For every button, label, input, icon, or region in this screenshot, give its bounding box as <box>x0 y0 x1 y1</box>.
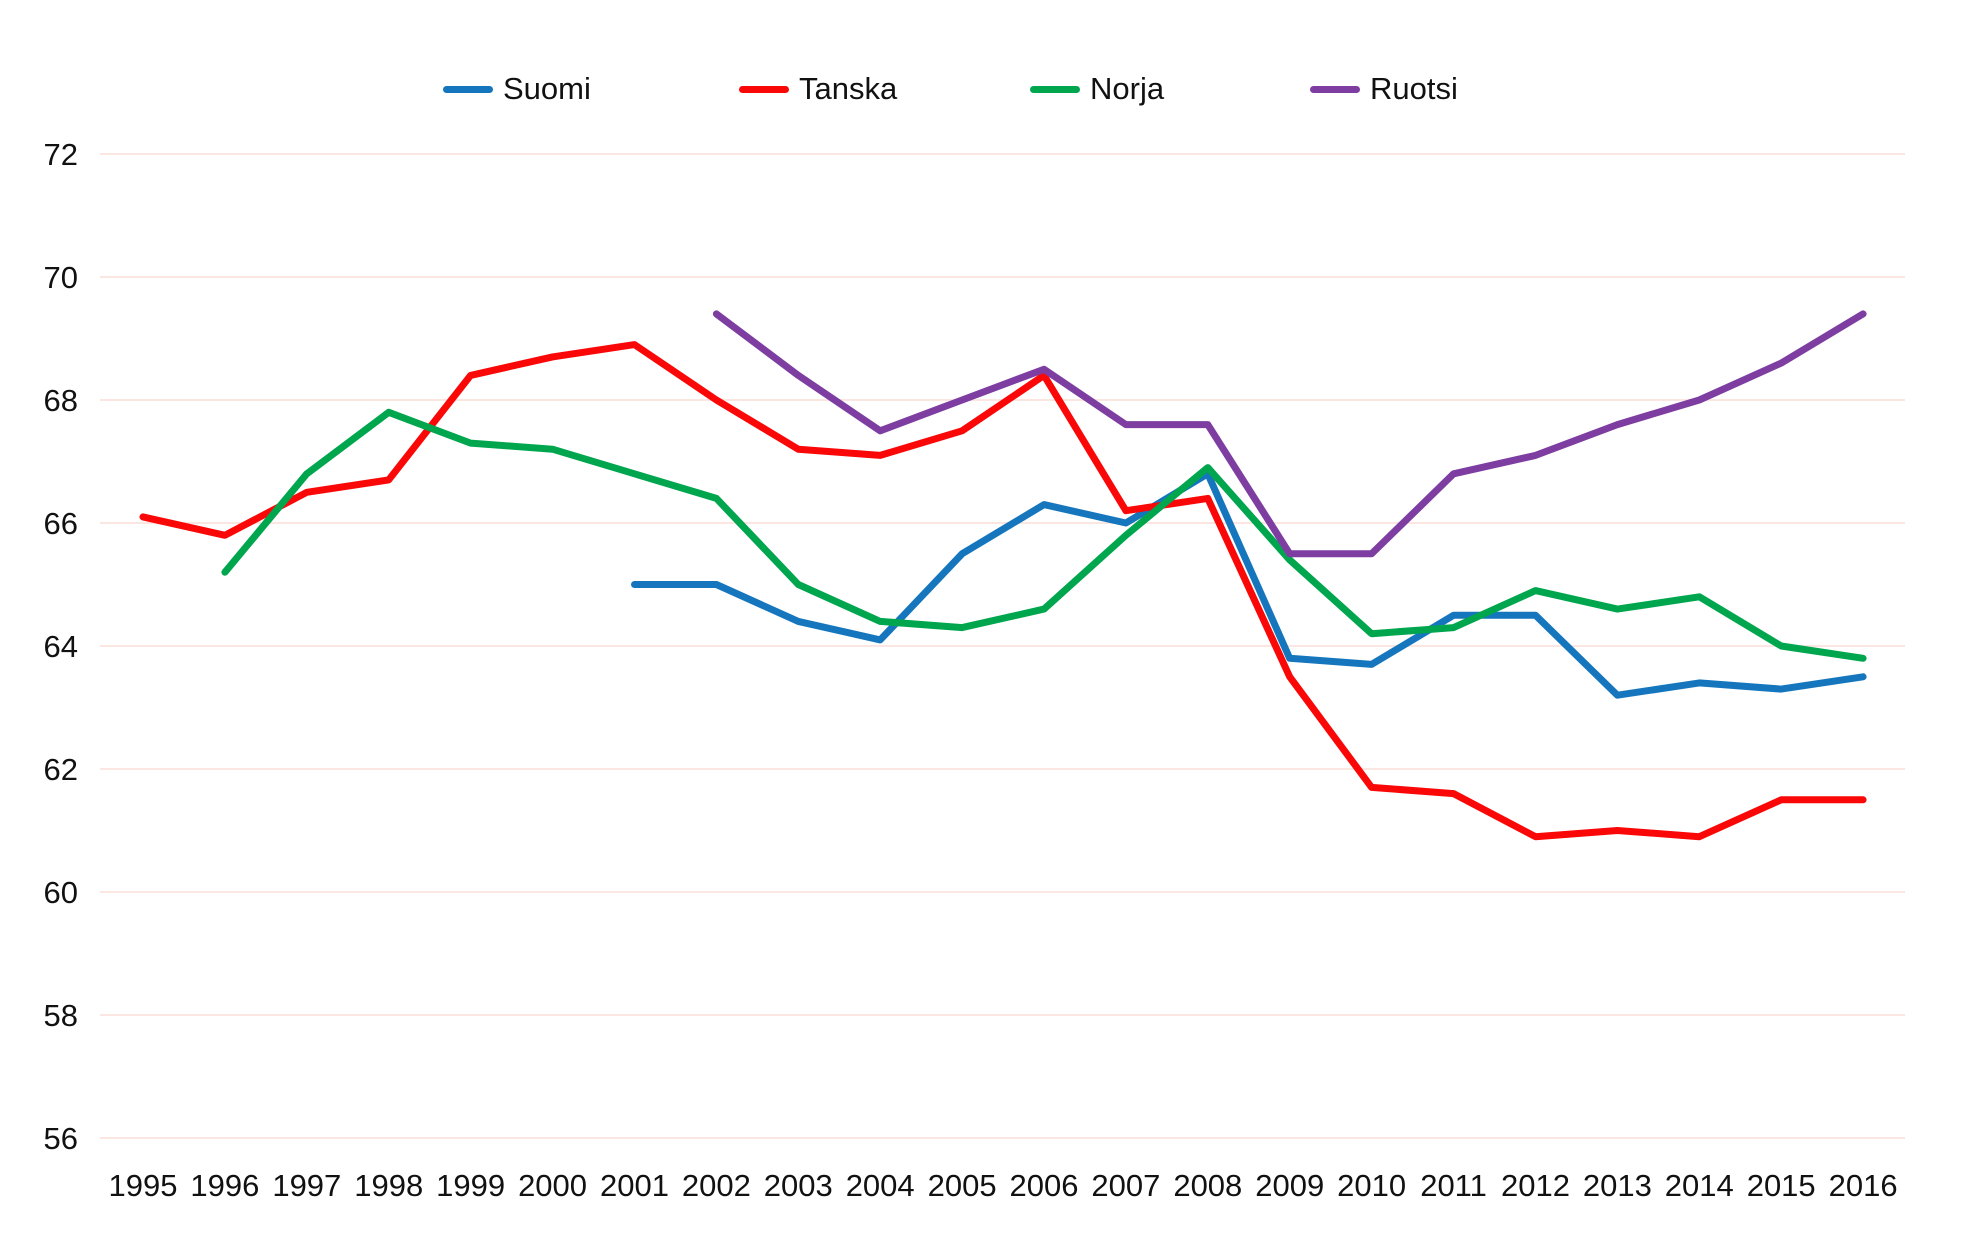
x-tick-label-2006: 2006 <box>1010 1168 1079 1203</box>
y-tick-label-68: 68 <box>44 383 78 418</box>
x-tick-label-1997: 1997 <box>272 1168 341 1203</box>
series-line-ruotsi <box>712 310 1867 558</box>
series-line-suomi <box>631 470 1867 699</box>
x-tick-label-2002: 2002 <box>682 1168 751 1203</box>
x-tick-label-1998: 1998 <box>354 1168 423 1203</box>
x-tick-label-1999: 1999 <box>436 1168 505 1203</box>
y-tick-label-56: 56 <box>44 1121 78 1156</box>
x-tick-label-1996: 1996 <box>190 1168 259 1203</box>
legend-item-tanska: Tanska <box>739 70 897 108</box>
y-tick-label-62: 62 <box>44 752 78 787</box>
x-tick-label-2013: 2013 <box>1583 1168 1652 1203</box>
chart-legend: Suomi Tanska Norja Ruotsi <box>0 0 1972 120</box>
x-tick-label-2005: 2005 <box>928 1168 997 1203</box>
legend-label-tanska: Tanska <box>799 71 898 106</box>
legend-swatch-ruotsi <box>1310 85 1360 93</box>
x-tick-label-2008: 2008 <box>1173 1168 1242 1203</box>
series-line-norja <box>221 408 1867 662</box>
y-tick-label-60: 60 <box>44 875 78 910</box>
x-tick-label-2012: 2012 <box>1501 1168 1570 1203</box>
x-tick-label-2011: 2011 <box>1420 1168 1487 1203</box>
x-tick-label-2000: 2000 <box>518 1168 587 1203</box>
x-tick-label-2003: 2003 <box>764 1168 833 1203</box>
legend-swatch-suomi <box>443 85 493 93</box>
x-tick-label-2004: 2004 <box>846 1168 915 1203</box>
legend-swatch-norja <box>1030 85 1080 93</box>
x-tick-label-2010: 2010 <box>1337 1168 1406 1203</box>
y-tick-label-72: 72 <box>44 137 78 172</box>
legend-label-ruotsi: Ruotsi <box>1370 71 1458 106</box>
x-tick-label-2016: 2016 <box>1829 1168 1898 1203</box>
legend-item-suomi: Suomi <box>443 70 591 108</box>
y-tick-label-66: 66 <box>44 506 78 541</box>
x-tick-label-2007: 2007 <box>1091 1168 1160 1203</box>
y-tick-label-58: 58 <box>44 998 78 1033</box>
x-tick-label-2009: 2009 <box>1255 1168 1324 1203</box>
y-tick-label-70: 70 <box>44 260 78 295</box>
legend-item-norja: Norja <box>1030 70 1164 108</box>
x-tick-label-2015: 2015 <box>1747 1168 1816 1203</box>
legend-label-suomi: Suomi <box>503 71 591 106</box>
x-tick-label-1995: 1995 <box>109 1168 178 1203</box>
legend-swatch-tanska <box>739 85 789 93</box>
x-tick-label-2001: 2001 <box>600 1168 669 1203</box>
legend-item-ruotsi: Ruotsi <box>1310 70 1458 108</box>
x-tick-label-2014: 2014 <box>1665 1168 1734 1203</box>
legend-label-norja: Norja <box>1090 71 1165 106</box>
y-tick-label-64: 64 <box>44 629 78 664</box>
